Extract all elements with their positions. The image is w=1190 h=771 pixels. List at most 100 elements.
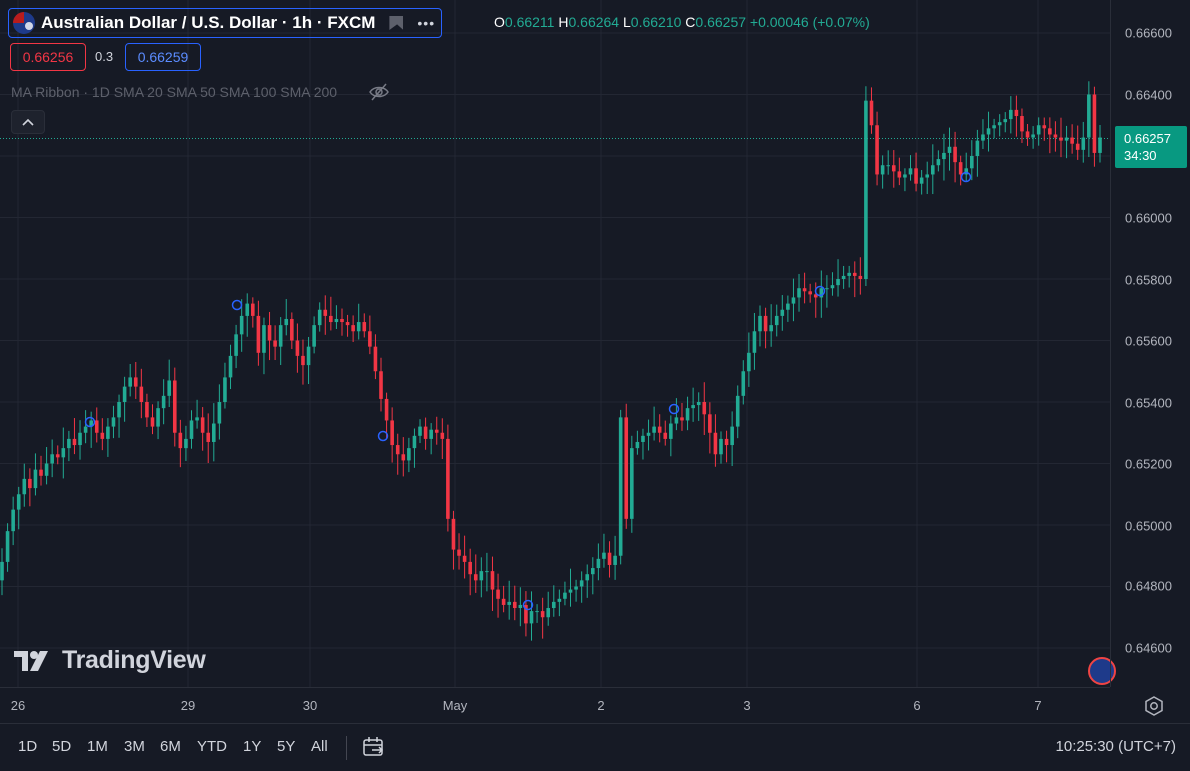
time-tick-label: 26	[10, 698, 26, 713]
candle-body	[111, 417, 116, 427]
range-button-ytd[interactable]: YTD	[197, 738, 227, 755]
price-axis[interactable]: 0.666000.664000.662000.660000.658000.656…	[1110, 0, 1190, 687]
candle-body	[880, 165, 885, 175]
more-options-icon[interactable]: •••	[417, 15, 436, 31]
candle-body	[613, 555, 617, 565]
candle-body	[418, 426, 422, 436]
high-value: 0.66264	[568, 14, 620, 30]
candle-body	[802, 288, 807, 292]
time-tick-label: 30	[302, 698, 318, 713]
flag-marker-icon[interactable]	[389, 16, 404, 30]
candle-body	[986, 128, 991, 135]
dividend-event-marker	[960, 171, 972, 183]
range-button-1m[interactable]: 1M	[87, 738, 108, 755]
candle-body	[936, 159, 941, 166]
candle-body	[329, 315, 333, 323]
sell-button[interactable]: 0.66256	[10, 43, 86, 71]
current-price-label: 0.66257 34:30	[1115, 126, 1187, 168]
candle-body	[674, 417, 679, 424]
candle-body	[864, 100, 868, 280]
settings-gear-icon[interactable]	[1143, 695, 1165, 717]
symbol-legend[interactable]: Australian Dollar / U.S. Dollar · 1h · F…	[8, 8, 443, 38]
candle-body	[501, 598, 506, 605]
candle-body	[284, 318, 289, 326]
range-button-1y[interactable]: 1Y	[243, 738, 262, 755]
candle-body	[964, 168, 969, 175]
candle-body	[195, 417, 199, 421]
candle-body	[1087, 94, 1091, 138]
candlestick-chart[interactable]	[0, 0, 1110, 687]
date-range-calendar-icon[interactable]	[362, 736, 386, 758]
price-tick-label: 0.65800	[1125, 272, 1172, 288]
price-tick-label: 0.65400	[1125, 395, 1172, 411]
economic-event-flag-icon[interactable]	[1088, 657, 1116, 685]
candle-body	[774, 315, 779, 326]
candle-body	[540, 611, 545, 618]
time-tick-label: 2	[597, 698, 605, 713]
candle-body	[301, 355, 305, 366]
candle-body	[133, 377, 138, 387]
candle-body	[5, 531, 10, 562]
candle-body	[312, 325, 316, 347]
buy-button[interactable]: 0.66259	[125, 43, 201, 71]
candle-body	[708, 414, 712, 433]
candle-body	[891, 165, 896, 172]
candle-body	[568, 589, 573, 593]
candle-body	[234, 334, 238, 356]
candle-body	[607, 552, 612, 565]
dividend-event-marker	[522, 599, 534, 611]
tradingview-logo[interactable]: TradingView	[14, 646, 206, 675]
candle-body	[719, 438, 723, 455]
candle-body	[919, 177, 924, 184]
candle-body	[791, 297, 796, 304]
candle-body	[975, 140, 980, 156]
candle-body	[591, 568, 595, 575]
price-tick-label: 0.65600	[1125, 333, 1172, 349]
candle-body	[858, 275, 863, 279]
candle-body	[384, 398, 389, 421]
candle-body	[245, 303, 250, 316]
range-button-6m[interactable]: 6M	[160, 738, 181, 755]
candle-body	[852, 272, 857, 276]
candle-body	[596, 558, 601, 569]
candle-body	[869, 100, 874, 126]
candle-body	[128, 377, 132, 387]
range-button-all[interactable]: All	[311, 738, 328, 755]
dividend-event-marker	[668, 403, 680, 415]
candle-body	[457, 549, 461, 556]
aud-usd-flag-icon	[13, 12, 35, 34]
clock-timezone[interactable]: 10:25:30 (UTC+7)	[1055, 738, 1176, 755]
candle-body	[161, 395, 166, 409]
candle-body	[763, 315, 768, 332]
candle-body	[981, 134, 985, 141]
collapse-legend-button[interactable]	[11, 110, 45, 134]
candle-body	[702, 402, 707, 415]
eye-hidden-icon[interactable]	[368, 82, 390, 102]
candle-body	[390, 420, 394, 446]
dividend-event-marker	[377, 430, 389, 442]
symbol-title[interactable]: Australian Dollar / U.S. Dollar · 1h · F…	[41, 13, 376, 32]
candle-body	[251, 303, 255, 316]
candle-body	[908, 168, 913, 175]
candle-body	[496, 589, 500, 599]
range-button-3m[interactable]: 3M	[124, 738, 145, 755]
time-axis[interactable]: 26 29 30 May 2 3 6 7	[0, 687, 1110, 724]
range-button-1d[interactable]: 1D	[18, 738, 38, 755]
dividend-event-marker	[231, 299, 243, 311]
candle-body	[379, 371, 383, 399]
candle-body	[1053, 134, 1058, 138]
range-button-5y[interactable]: 5Y	[277, 738, 296, 755]
candle-body	[841, 275, 846, 279]
candle-body	[145, 402, 149, 418]
range-button-5d[interactable]: 5D	[52, 738, 72, 755]
chevron-up-icon	[22, 118, 34, 126]
candle-body	[958, 162, 963, 175]
candle-body	[1092, 94, 1097, 153]
candle-body	[970, 156, 974, 169]
candle-body	[0, 561, 4, 581]
candle-body	[150, 417, 155, 427]
candle-body	[351, 325, 355, 332]
candle-body	[557, 598, 562, 602]
high-label: H	[558, 14, 569, 30]
indicator-legend[interactable]: MA Ribbon · 1D SMA 20 SMA 50 SMA 100 SMA…	[11, 84, 338, 100]
